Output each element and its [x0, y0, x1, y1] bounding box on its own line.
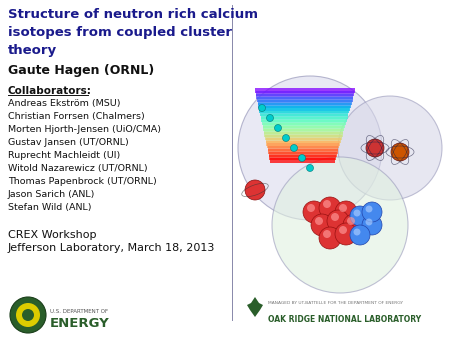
Circle shape	[245, 180, 265, 200]
Polygon shape	[270, 155, 336, 160]
Text: Thomas Papenbrock (UT/ORNL): Thomas Papenbrock (UT/ORNL)	[8, 177, 157, 186]
Polygon shape	[256, 91, 354, 96]
Text: MANAGED BY UT-BATTELLE FOR THE DEPARTMENT OF ENERGY: MANAGED BY UT-BATTELLE FOR THE DEPARTMEN…	[268, 301, 403, 305]
Circle shape	[327, 210, 349, 232]
Circle shape	[350, 206, 370, 226]
Text: OAK RIDGE NATIONAL LABORATORY: OAK RIDGE NATIONAL LABORATORY	[268, 315, 421, 324]
Text: theory: theory	[8, 44, 57, 57]
Circle shape	[319, 197, 341, 219]
Polygon shape	[268, 149, 338, 154]
Circle shape	[315, 217, 323, 225]
Circle shape	[274, 124, 282, 131]
Text: Collaborators:: Collaborators:	[8, 86, 92, 96]
Text: Morten Hjorth-Jensen (UiO/CMA): Morten Hjorth-Jensen (UiO/CMA)	[8, 125, 161, 134]
Circle shape	[347, 217, 355, 225]
Circle shape	[311, 214, 333, 236]
Circle shape	[307, 204, 315, 212]
Polygon shape	[262, 120, 346, 125]
Polygon shape	[259, 108, 349, 114]
Polygon shape	[269, 152, 337, 157]
Circle shape	[365, 206, 373, 213]
Circle shape	[335, 223, 357, 245]
Circle shape	[350, 225, 370, 245]
Text: ENERGY: ENERGY	[50, 317, 110, 330]
Polygon shape	[265, 135, 342, 140]
Polygon shape	[267, 143, 339, 148]
Polygon shape	[257, 97, 352, 102]
Polygon shape	[270, 158, 335, 163]
Circle shape	[338, 96, 442, 200]
Circle shape	[303, 201, 325, 223]
Polygon shape	[262, 123, 345, 128]
Polygon shape	[265, 132, 342, 137]
Text: Ruprecht Machleidt (UI): Ruprecht Machleidt (UI)	[8, 151, 120, 160]
Circle shape	[258, 104, 265, 112]
Circle shape	[238, 76, 382, 220]
Circle shape	[343, 214, 365, 236]
Circle shape	[266, 115, 274, 121]
Text: Christian Forrsen (Chalmers): Christian Forrsen (Chalmers)	[8, 112, 145, 121]
Circle shape	[10, 297, 46, 333]
Polygon shape	[266, 141, 340, 145]
Polygon shape	[260, 111, 348, 116]
Text: Jefferson Laboratory, March 18, 2013: Jefferson Laboratory, March 18, 2013	[8, 243, 216, 253]
Text: Witold Nazarewicz (UT/ORNL): Witold Nazarewicz (UT/ORNL)	[8, 164, 148, 173]
Circle shape	[362, 215, 382, 235]
Circle shape	[298, 154, 306, 162]
Circle shape	[365, 218, 373, 225]
Polygon shape	[259, 105, 350, 111]
Text: Gustav Jansen (UT/ORNL): Gustav Jansen (UT/ORNL)	[8, 138, 129, 147]
Circle shape	[323, 230, 331, 238]
Polygon shape	[257, 100, 351, 105]
Text: Stefan Wild (ANL): Stefan Wild (ANL)	[8, 203, 91, 212]
Circle shape	[354, 228, 360, 236]
Text: isotopes from coupled cluster: isotopes from coupled cluster	[8, 26, 232, 39]
Text: U.S. DEPARTMENT OF: U.S. DEPARTMENT OF	[50, 309, 108, 314]
Circle shape	[339, 226, 347, 234]
Text: CREX Workshop: CREX Workshop	[8, 230, 96, 240]
Polygon shape	[261, 114, 347, 119]
Circle shape	[354, 210, 360, 217]
Text: Jason Sarich (ANL): Jason Sarich (ANL)	[8, 190, 95, 199]
Polygon shape	[264, 129, 343, 134]
Text: Andreas Ekström (MSU): Andreas Ekström (MSU)	[8, 99, 121, 108]
Polygon shape	[256, 94, 353, 99]
Circle shape	[291, 145, 297, 151]
Circle shape	[391, 143, 409, 161]
Circle shape	[331, 213, 339, 221]
Circle shape	[323, 200, 331, 208]
Circle shape	[22, 309, 34, 321]
Circle shape	[339, 204, 347, 212]
Text: Structure of neutron rich calcium: Structure of neutron rich calcium	[8, 8, 258, 21]
Circle shape	[319, 227, 341, 249]
Polygon shape	[263, 126, 344, 131]
Circle shape	[335, 201, 357, 223]
Text: Gaute Hagen (ORNL): Gaute Hagen (ORNL)	[8, 64, 154, 77]
Circle shape	[306, 165, 314, 171]
Circle shape	[362, 202, 382, 222]
Circle shape	[366, 139, 384, 157]
Polygon shape	[255, 88, 355, 93]
Polygon shape	[267, 146, 338, 151]
Polygon shape	[266, 138, 341, 143]
Circle shape	[16, 303, 40, 327]
Circle shape	[272, 157, 408, 293]
Polygon shape	[247, 297, 263, 317]
Polygon shape	[261, 117, 346, 122]
Polygon shape	[258, 103, 351, 107]
Circle shape	[283, 135, 289, 142]
